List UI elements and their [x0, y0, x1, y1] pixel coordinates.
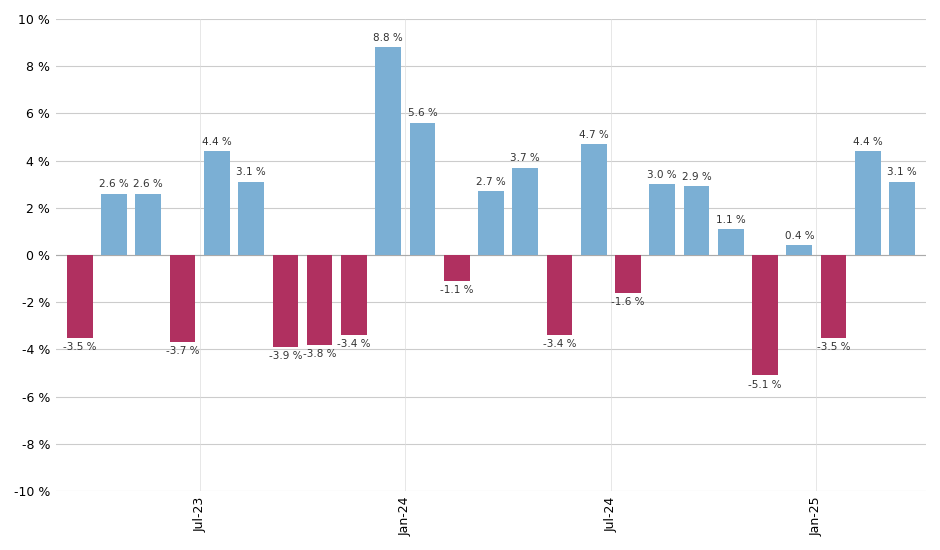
- Text: 2.6 %: 2.6 %: [133, 179, 164, 189]
- Bar: [821, 255, 846, 338]
- Bar: [650, 184, 675, 255]
- Bar: [170, 255, 196, 342]
- Text: -3.5 %: -3.5 %: [817, 342, 851, 352]
- Text: 8.8 %: 8.8 %: [373, 33, 403, 43]
- Bar: [102, 194, 127, 255]
- Text: 3.0 %: 3.0 %: [648, 170, 677, 180]
- Bar: [410, 123, 435, 255]
- Text: 2.7 %: 2.7 %: [476, 177, 506, 187]
- Text: -5.1 %: -5.1 %: [748, 379, 782, 389]
- Bar: [341, 255, 367, 335]
- Bar: [855, 151, 881, 255]
- Text: 2.9 %: 2.9 %: [682, 172, 712, 182]
- Bar: [547, 255, 572, 335]
- Text: 3.7 %: 3.7 %: [510, 153, 540, 163]
- Text: -3.7 %: -3.7 %: [165, 346, 199, 356]
- Bar: [444, 255, 470, 281]
- Bar: [718, 229, 744, 255]
- Bar: [238, 182, 264, 255]
- Text: 4.4 %: 4.4 %: [853, 137, 883, 147]
- Text: -3.4 %: -3.4 %: [337, 339, 370, 349]
- Bar: [752, 255, 778, 375]
- Text: -3.5 %: -3.5 %: [63, 342, 97, 352]
- Bar: [204, 151, 229, 255]
- Bar: [135, 194, 161, 255]
- Text: -3.4 %: -3.4 %: [542, 339, 576, 349]
- Bar: [512, 168, 538, 255]
- Bar: [683, 186, 710, 255]
- Bar: [273, 255, 298, 347]
- Bar: [581, 144, 606, 255]
- Bar: [615, 255, 641, 293]
- Bar: [889, 182, 915, 255]
- Text: 4.7 %: 4.7 %: [579, 130, 608, 140]
- Text: 0.4 %: 0.4 %: [785, 231, 814, 241]
- Text: -1.1 %: -1.1 %: [440, 285, 474, 295]
- Text: -1.6 %: -1.6 %: [611, 297, 645, 307]
- Bar: [306, 255, 333, 345]
- Text: 3.1 %: 3.1 %: [236, 168, 266, 178]
- Text: -3.9 %: -3.9 %: [269, 351, 302, 361]
- Bar: [787, 245, 812, 255]
- Text: 5.6 %: 5.6 %: [408, 108, 437, 118]
- Bar: [478, 191, 504, 255]
- Text: 1.1 %: 1.1 %: [716, 214, 745, 225]
- Text: 3.1 %: 3.1 %: [887, 168, 917, 178]
- Text: 4.4 %: 4.4 %: [202, 137, 232, 147]
- Text: 2.6 %: 2.6 %: [100, 179, 129, 189]
- Bar: [375, 47, 401, 255]
- Bar: [67, 255, 93, 338]
- Text: -3.8 %: -3.8 %: [303, 349, 337, 359]
